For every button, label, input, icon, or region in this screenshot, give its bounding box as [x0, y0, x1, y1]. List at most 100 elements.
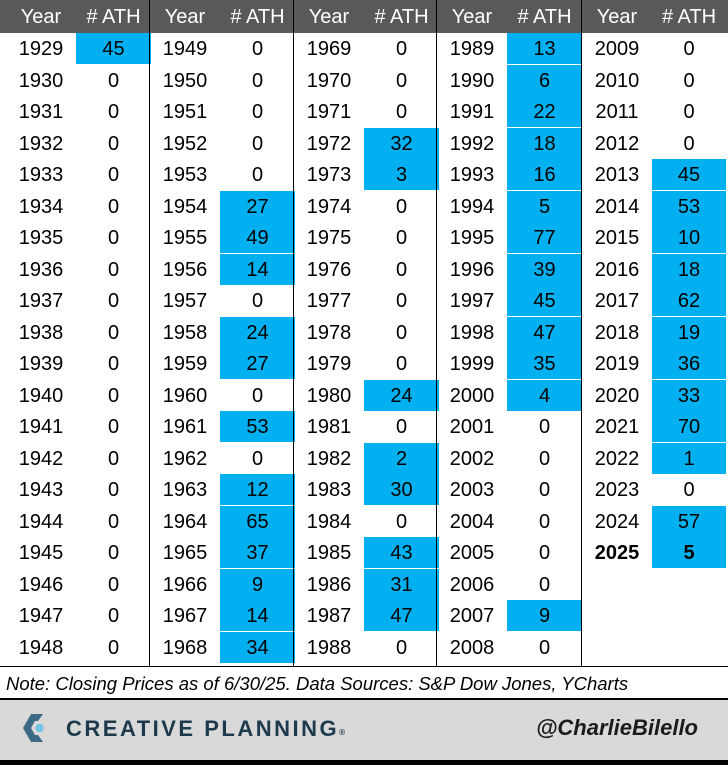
cell-year: 2002: [449, 447, 495, 470]
cell-year: 2017: [594, 290, 640, 312]
cell-year: 1980: [306, 384, 352, 407]
cell-year: 1966: [162, 573, 208, 596]
cell-year: 1987: [306, 605, 352, 627]
cell-ath: 0: [107, 573, 120, 596]
cell-year: 1958: [162, 321, 208, 344]
cell-ath: 0: [107, 132, 120, 155]
cell-ath: 12: [220, 474, 295, 505]
cell-year: 1982: [306, 447, 352, 470]
cell-year: 2008: [449, 636, 495, 659]
cell-year: 1972: [306, 132, 352, 155]
cell-year: 1951: [162, 101, 208, 123]
cell-ath: 65: [220, 505, 295, 537]
cell-ath: 0: [395, 353, 408, 375]
cell-ath: 0: [107, 164, 120, 186]
column-divider: [581, 0, 582, 666]
cell-ath: 0: [395, 38, 408, 60]
cell-ath: 39: [507, 253, 582, 285]
cell-ath: 9: [507, 600, 582, 631]
cell-year: 1953: [162, 164, 208, 186]
cell-year: 1986: [306, 573, 352, 596]
cell-ath: 24: [220, 316, 295, 348]
cell-ath: 36: [652, 348, 726, 379]
cell-ath: 0: [107, 101, 120, 123]
cell-year: 2010: [594, 69, 640, 92]
cell-ath: 77: [507, 222, 582, 253]
cell-ath: 16: [507, 159, 582, 190]
cell-year: 2013: [594, 164, 640, 186]
cell-year: 1952: [162, 132, 208, 155]
cell-year: 1994: [449, 195, 495, 218]
cell-year: 1993: [449, 164, 495, 186]
cell-ath: 0: [107, 542, 120, 564]
cell-year: 1949: [162, 38, 208, 60]
cell-year: 1985: [306, 542, 352, 564]
cell-year: 2014: [594, 195, 640, 218]
cell-year: 2004: [449, 510, 495, 533]
cell-ath: 0: [395, 321, 408, 344]
cell-year: 1935: [18, 227, 64, 249]
cell-ath: 0: [251, 164, 264, 186]
cell-ath: 0: [395, 101, 408, 123]
cell-year: 1973: [306, 164, 352, 186]
cell-ath: 0: [683, 69, 695, 92]
cell-ath: 0: [107, 290, 120, 312]
cell-year: 2021: [594, 416, 640, 438]
cell-year: 2000: [449, 384, 495, 407]
cell-ath: 49: [220, 222, 295, 253]
cell-year: 2025: [594, 542, 640, 564]
cell-year: 1937: [18, 290, 64, 312]
cell-year: 1960: [162, 384, 208, 407]
cell-year: 1998: [449, 321, 495, 344]
cell-year: 2011: [595, 101, 639, 123]
cell-ath: 0: [538, 479, 551, 501]
cell-ath: 0: [251, 38, 264, 60]
cell-ath: 2: [364, 442, 439, 474]
cell-year: 1930: [18, 69, 64, 92]
cell-year: 2009: [594, 38, 640, 60]
cell-ath: 0: [107, 384, 120, 407]
twitter-handle: @CharlieBilello: [535, 715, 698, 740]
cell-ath: 47: [364, 600, 439, 631]
cell-ath: 0: [683, 38, 695, 60]
cell-ath: 57: [652, 505, 726, 537]
cell-year: 2006: [449, 573, 495, 596]
cell-ath: 0: [538, 542, 551, 564]
cell-year: 1945: [18, 542, 64, 564]
cell-ath: 14: [220, 253, 295, 285]
bottom-border: [0, 760, 728, 765]
cell-ath: 0: [683, 132, 695, 155]
cell-ath: 13: [507, 33, 582, 64]
cell-ath: 5: [507, 190, 582, 222]
column-divider: [293, 0, 294, 666]
header-ath: # ATH: [86, 6, 141, 28]
cell-ath: 0: [251, 447, 264, 470]
cell-ath: 0: [395, 258, 408, 281]
cell-ath: 0: [395, 195, 408, 218]
cell-year: 2020: [594, 384, 640, 407]
cell-ath: 18: [652, 253, 726, 285]
cell-year: 1946: [18, 573, 64, 596]
cell-ath: 31: [364, 568, 439, 600]
cell-year: 1996: [449, 258, 495, 281]
cell-ath: 1: [652, 442, 726, 474]
header-year: Year: [308, 6, 350, 28]
cell-ath: 0: [395, 510, 408, 533]
cell-ath: 0: [683, 479, 695, 501]
cell-ath: 32: [364, 127, 439, 159]
cell-year: 1939: [18, 353, 64, 375]
cell-year: 1999: [449, 353, 495, 375]
cell-year: 2023: [594, 479, 640, 501]
cell-year: 1938: [18, 321, 64, 344]
cell-year: 1992: [449, 132, 495, 155]
cell-year: 2005: [449, 542, 495, 564]
cell-ath: 0: [251, 132, 264, 155]
cell-year: 2007: [449, 605, 495, 627]
footer-bar: CREATIVE PLANNING® @CharlieBilello: [0, 698, 728, 760]
cell-ath: 0: [107, 416, 120, 438]
cell-ath: 0: [107, 321, 120, 344]
cell-year: 1959: [162, 353, 208, 375]
cell-ath: 9: [220, 568, 295, 600]
cell-ath: 0: [395, 227, 408, 249]
note-bar: Note: Closing Prices as of 6/30/25. Data…: [0, 666, 728, 698]
